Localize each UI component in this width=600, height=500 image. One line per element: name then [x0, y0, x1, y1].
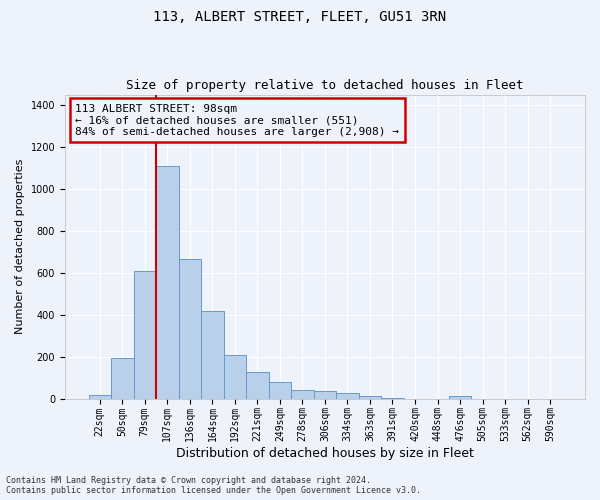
Bar	[89, 396, 111, 398]
Bar	[449, 396, 471, 398]
Bar	[336, 394, 359, 398]
Bar	[111, 358, 134, 399]
Text: 113 ALBERT STREET: 98sqm
← 16% of detached houses are smaller (551)
84% of semi-: 113 ALBERT STREET: 98sqm ← 16% of detach…	[76, 104, 400, 137]
Bar	[156, 166, 179, 398]
Text: 113, ALBERT STREET, FLEET, GU51 3RN: 113, ALBERT STREET, FLEET, GU51 3RN	[154, 10, 446, 24]
Bar	[291, 390, 314, 398]
Bar	[314, 391, 336, 398]
Title: Size of property relative to detached houses in Fleet: Size of property relative to detached ho…	[126, 79, 524, 92]
Bar	[246, 372, 269, 398]
Y-axis label: Number of detached properties: Number of detached properties	[15, 159, 25, 334]
Bar	[224, 354, 246, 399]
Bar	[179, 259, 201, 398]
X-axis label: Distribution of detached houses by size in Fleet: Distribution of detached houses by size …	[176, 447, 474, 460]
Bar	[201, 310, 224, 398]
Bar	[134, 270, 156, 398]
Text: Contains HM Land Registry data © Crown copyright and database right 2024.
Contai: Contains HM Land Registry data © Crown c…	[6, 476, 421, 495]
Bar	[359, 396, 381, 398]
Bar	[269, 382, 291, 398]
